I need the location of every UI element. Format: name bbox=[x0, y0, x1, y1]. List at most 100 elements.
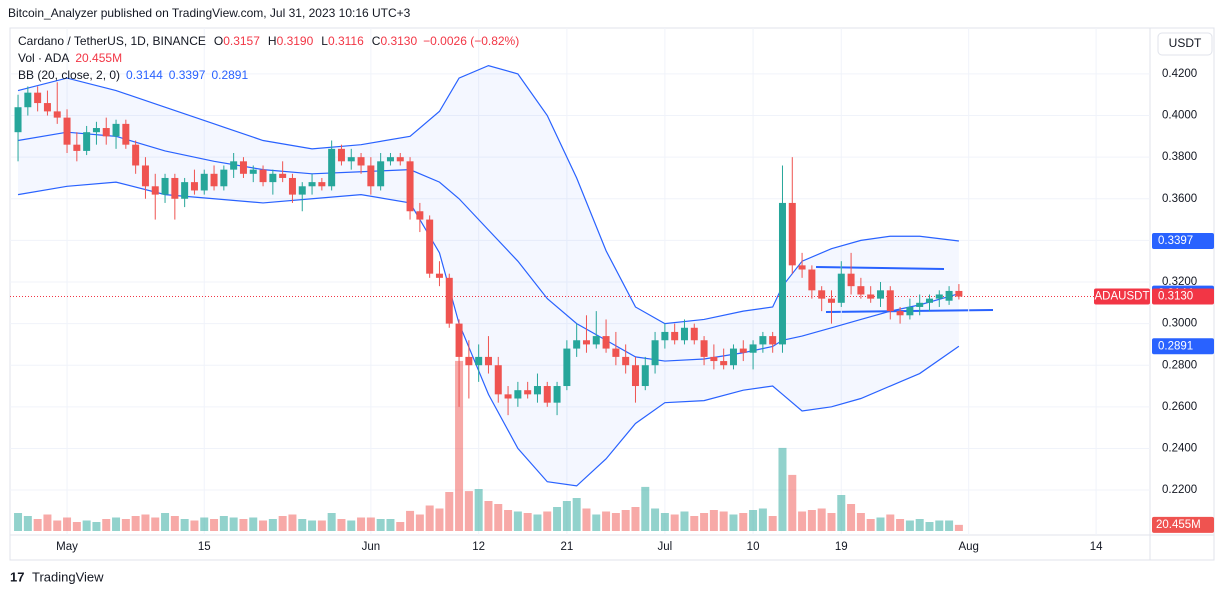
volume-bar bbox=[719, 511, 728, 531]
candle-body bbox=[543, 386, 551, 403]
candle-body bbox=[925, 298, 933, 303]
footer-logo: 17 TradingView bbox=[10, 569, 104, 584]
candle-body bbox=[475, 356, 483, 366]
volume-bar bbox=[14, 513, 23, 531]
volume-bar bbox=[141, 514, 150, 531]
bb-name: BB (20, close, 2, 0) bbox=[18, 68, 120, 82]
candle-body bbox=[83, 132, 91, 151]
volume-bar bbox=[602, 511, 611, 531]
candle-body bbox=[671, 331, 679, 341]
volume-bar bbox=[219, 516, 228, 531]
volume-bar bbox=[905, 520, 914, 531]
candle-body bbox=[259, 169, 267, 183]
candle-body bbox=[347, 157, 355, 162]
bb-upper-value: 0.3397 bbox=[169, 68, 206, 82]
volume-bar bbox=[327, 513, 336, 531]
x-tick-label: Jul bbox=[658, 541, 673, 553]
bb-upper-value: 0.3397 bbox=[1158, 235, 1193, 247]
y-tick-label: 0.3200 bbox=[1162, 276, 1197, 288]
candle-body bbox=[288, 177, 296, 195]
drawn-resistance bbox=[815, 266, 945, 270]
volume-bar bbox=[435, 508, 444, 531]
candle-body bbox=[700, 340, 708, 357]
volume-bar bbox=[739, 513, 748, 531]
candle-body bbox=[24, 92, 32, 108]
volume-bar bbox=[827, 513, 836, 531]
candle-body bbox=[631, 365, 639, 387]
candle-body bbox=[739, 348, 747, 353]
candle-body bbox=[612, 348, 620, 357]
volume-bar bbox=[317, 520, 326, 531]
volume-bar bbox=[915, 519, 924, 531]
ticker-label: ADAUSDT bbox=[1095, 291, 1150, 303]
volume-bar bbox=[876, 517, 885, 531]
volume-bar bbox=[239, 519, 248, 531]
volume-bar bbox=[23, 516, 32, 531]
x-tick-label: 14 bbox=[1090, 541, 1103, 553]
candle-body bbox=[112, 123, 120, 137]
volume-bar bbox=[161, 513, 170, 531]
candle-body bbox=[445, 277, 453, 324]
bb-lower-value: 0.2891 bbox=[1158, 340, 1193, 352]
x-tick-label: 10 bbox=[747, 541, 760, 553]
candle-body bbox=[220, 169, 228, 187]
logo-mark: 17 bbox=[10, 569, 24, 584]
volume-bar bbox=[847, 504, 856, 531]
volume-bar bbox=[700, 513, 709, 531]
published-note: Bitcoin_Analyzer published on TradingVie… bbox=[8, 6, 411, 20]
candle-body bbox=[455, 323, 463, 357]
candle-body bbox=[847, 273, 855, 287]
volume-bar bbox=[896, 519, 905, 531]
y-tick-label: 0.4000 bbox=[1162, 110, 1197, 122]
candle-body bbox=[837, 273, 845, 303]
candle-body bbox=[876, 290, 884, 299]
candle-body bbox=[769, 336, 777, 345]
ohlc-key: H bbox=[268, 34, 277, 48]
candle-body bbox=[906, 306, 914, 316]
unit-button[interactable] bbox=[1157, 32, 1213, 56]
candle-body bbox=[896, 311, 904, 316]
volume-bar bbox=[357, 517, 366, 531]
unit-label[interactable]: USDT bbox=[1169, 36, 1202, 50]
volume-bar bbox=[729, 514, 738, 531]
candle-body bbox=[298, 186, 306, 195]
candle-body bbox=[484, 356, 492, 366]
candle-body bbox=[269, 173, 277, 183]
volume-bar bbox=[406, 510, 415, 531]
legend-symbol-line: Cardano / TetherUS, 1D, BINANCE O0.3157 H0… bbox=[18, 34, 519, 48]
volume-bar bbox=[112, 517, 121, 531]
candle-body bbox=[367, 165, 375, 187]
last-price-value: 0.3130 bbox=[1158, 291, 1193, 303]
bb-basis-value: 0.3144 bbox=[126, 68, 163, 82]
volume-bar bbox=[837, 495, 846, 531]
volume-bar bbox=[690, 516, 699, 531]
candle-body bbox=[778, 202, 786, 345]
candle-body bbox=[181, 182, 189, 199]
candle-body bbox=[249, 169, 257, 174]
volume-bar bbox=[200, 517, 209, 531]
candle-body bbox=[808, 269, 816, 291]
y-tick-label: 0.4200 bbox=[1162, 68, 1197, 80]
candle-body bbox=[759, 336, 767, 345]
volume-bar bbox=[572, 498, 581, 531]
candle-body bbox=[386, 157, 394, 162]
volume-bar bbox=[611, 513, 620, 531]
volume-bar bbox=[925, 522, 934, 531]
candle-body bbox=[426, 219, 434, 274]
candle-body bbox=[357, 157, 365, 166]
candle-body bbox=[34, 92, 42, 104]
candle-body bbox=[102, 128, 110, 137]
candle-body bbox=[161, 177, 169, 195]
volume-bar bbox=[621, 510, 630, 531]
volume-bar bbox=[592, 514, 601, 531]
volume-bar bbox=[807, 510, 816, 531]
candle-body bbox=[916, 302, 924, 307]
volume-bar bbox=[347, 520, 356, 531]
bb-upper-badge bbox=[1152, 233, 1214, 250]
last-price-badge bbox=[1152, 288, 1214, 305]
bb-basis bbox=[17, 131, 960, 362]
y-tick-label: 0.2200 bbox=[1162, 484, 1197, 496]
ohlc-value: 0.3116 bbox=[328, 34, 364, 48]
volume-bar bbox=[709, 510, 718, 531]
volume-bar bbox=[778, 447, 787, 531]
